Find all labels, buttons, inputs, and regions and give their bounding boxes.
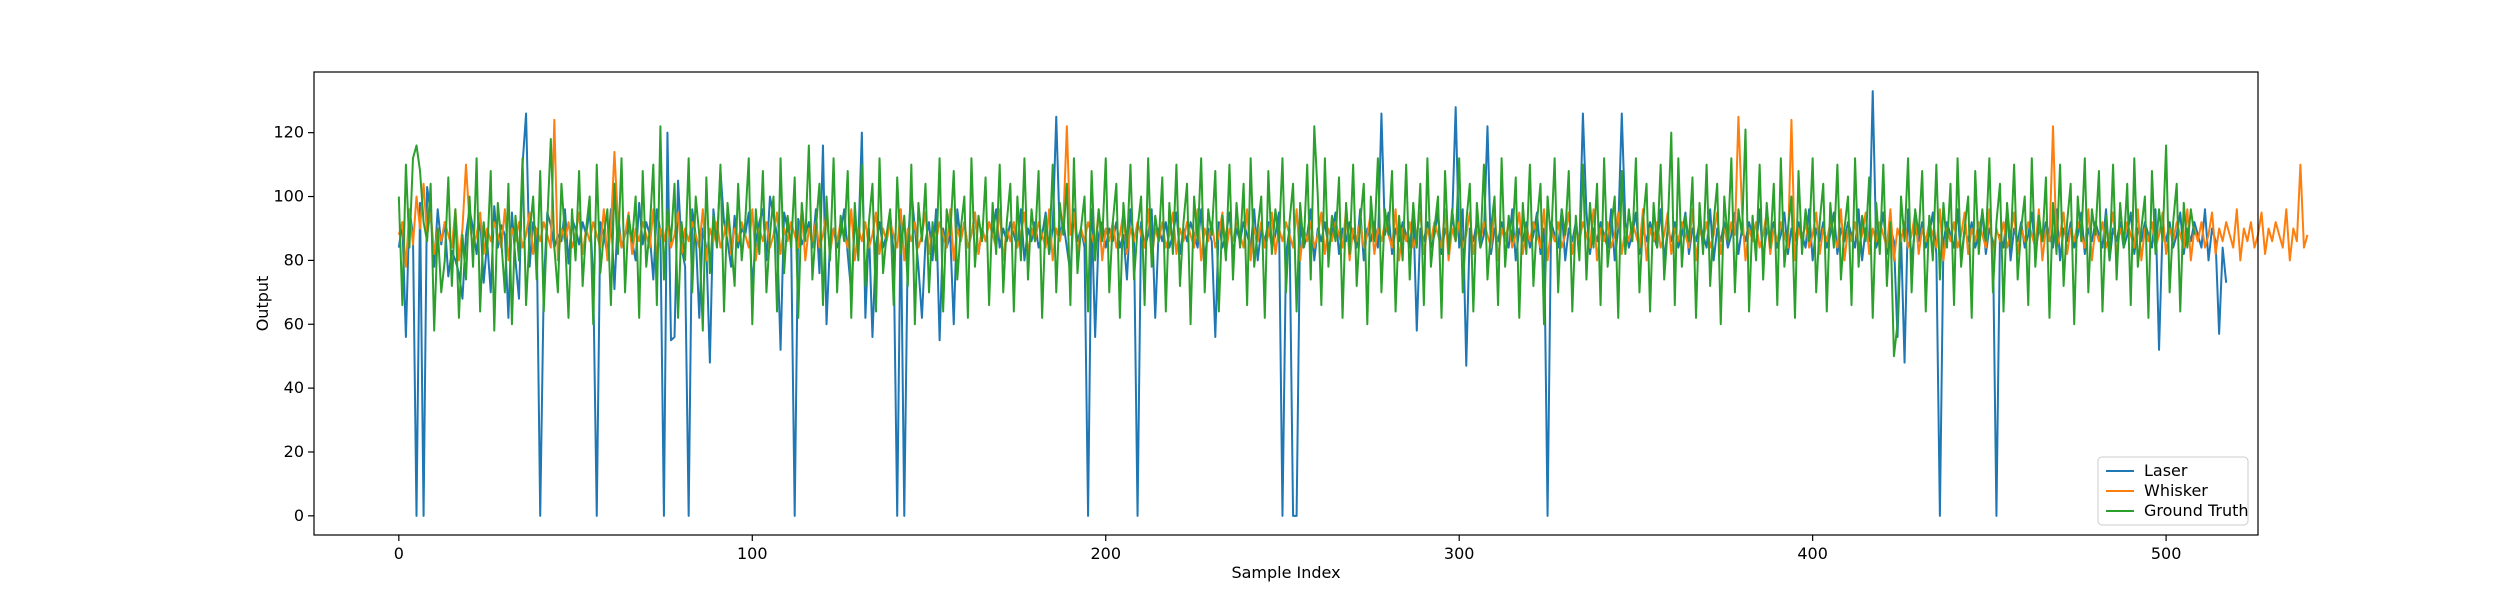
y-tick-label: 120 xyxy=(273,123,304,142)
x-tick-label: 500 xyxy=(2151,544,2182,563)
legend-label: Ground Truth xyxy=(2144,501,2249,520)
y-tick-label: 100 xyxy=(273,187,304,206)
x-axis: 0 100 200 300 400 500 xyxy=(394,535,2182,563)
legend-label: Laser xyxy=(2144,461,2188,480)
series-line-laser xyxy=(397,90,2228,517)
y-tick-label: 40 xyxy=(284,378,304,397)
legend-box xyxy=(2097,456,2249,526)
x-tick-label: 200 xyxy=(1090,544,1121,563)
y-axis-title: Output xyxy=(253,276,272,332)
y-axis: 0 20 40 60 80 100 120 xyxy=(273,123,314,525)
y-tick-label: 80 xyxy=(284,250,304,269)
y-tick-label: 0 xyxy=(294,506,304,525)
series-line-ground-truth xyxy=(397,125,2196,358)
legend-label: Whisker xyxy=(2144,481,2208,500)
y-tick-label: 60 xyxy=(284,314,304,333)
x-tick-label: 300 xyxy=(1444,544,1475,563)
x-axis-title: Sample Index xyxy=(1231,563,1340,582)
x-tick-label: 400 xyxy=(1797,544,1828,563)
series-line-whisker xyxy=(397,115,2309,268)
series-layer xyxy=(397,90,2309,517)
x-tick-label: 0 xyxy=(394,544,404,563)
x-tick-label: 100 xyxy=(737,544,768,563)
y-tick-label: 20 xyxy=(284,442,304,461)
plot-frame xyxy=(313,71,2259,536)
